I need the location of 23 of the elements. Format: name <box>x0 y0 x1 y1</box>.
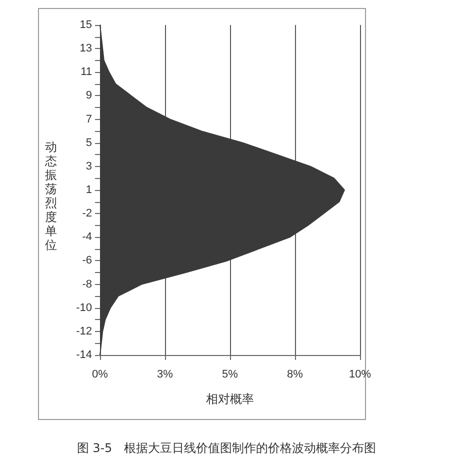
text: 图 3-5 根据大豆日线价值图制作的价格波动概率分布图 <box>76 440 378 457</box>
y-tick-label: 7 <box>86 113 92 126</box>
y-tick-label: 1 <box>86 184 92 196</box>
x-tick-label: 5% <box>222 368 238 380</box>
y-tick-label: -14 <box>76 349 92 361</box>
y-tick-label: -10 <box>76 302 92 314</box>
y-tick-label: 9 <box>86 90 92 102</box>
y-tick-label: 15 <box>80 19 92 31</box>
y-tick-label: 3 <box>86 160 92 172</box>
x-tick-label: 8% <box>287 368 304 380</box>
x-tick-label: 0% <box>92 368 108 380</box>
y-tick-label: -6 <box>82 254 92 267</box>
y-tick-label: -12 <box>76 325 92 338</box>
y-tick-label: -8 <box>82 278 92 290</box>
y-tick-label: 11 <box>80 66 92 78</box>
y-tick-label: -4 <box>82 231 92 244</box>
y-axis-title: 动态振荡烈度单位 <box>44 140 58 252</box>
x-tick-label: 3% <box>157 368 174 380</box>
y-tick-label: 13 <box>80 42 92 55</box>
y-tick-label: -2 <box>82 208 92 220</box>
x-axis-title: 相对概率 <box>206 392 254 406</box>
x-tick-label: 10% <box>348 368 372 380</box>
y-tick-label: 5 <box>86 136 92 149</box>
